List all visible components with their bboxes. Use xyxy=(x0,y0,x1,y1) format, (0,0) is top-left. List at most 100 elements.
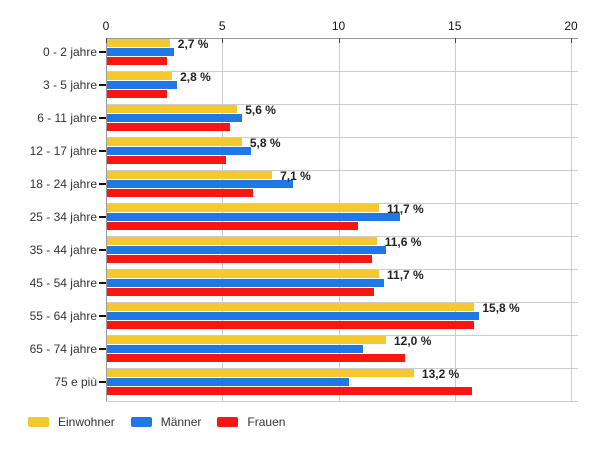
bar-m-nner xyxy=(107,81,177,89)
category-tick-mark xyxy=(99,381,106,383)
bar-value-label: 2,8 % xyxy=(180,70,211,84)
category-tick-mark xyxy=(99,249,106,251)
bar-m-nner xyxy=(107,48,175,56)
plot-top-border xyxy=(106,38,578,39)
legend-label-einwohner: Einwohner xyxy=(58,415,115,429)
gridline-vertical xyxy=(454,38,456,401)
row-separator xyxy=(106,137,578,138)
bar-frauen xyxy=(107,123,231,131)
bar-value-label: 13,2 % xyxy=(421,367,460,381)
row-separator xyxy=(106,203,578,204)
category-label: 6 - 11 jahre xyxy=(37,111,97,125)
category-label: 12 - 17 jahre xyxy=(29,144,97,158)
bar-value-label: 11,7 % xyxy=(387,268,424,282)
row-separator xyxy=(106,104,578,105)
bar-einwohner xyxy=(107,204,380,212)
x-axis-tick-mark xyxy=(338,38,340,43)
bar-frauen xyxy=(107,321,475,329)
bar-value-label: 7,1 % xyxy=(280,169,311,183)
row-separator xyxy=(106,368,578,369)
gridline-vertical xyxy=(571,38,572,401)
legend-item-einwohner: Einwohner xyxy=(28,415,115,429)
x-axis-tick-mark xyxy=(222,38,224,43)
category-label: 55 - 64 jahre xyxy=(29,309,97,323)
bar-value-label: 5,8 % xyxy=(249,136,281,150)
x-axis-tick-label: 0 xyxy=(102,19,110,33)
category-label: 65 - 74 jahre xyxy=(29,342,97,356)
bar-frauen xyxy=(107,222,359,230)
legend-label-maenner: Männer xyxy=(160,415,202,429)
bar-einwohner xyxy=(107,39,170,47)
bar-m-nner xyxy=(107,312,479,320)
bar-einwohner xyxy=(107,105,238,113)
einwohner-swatch-icon xyxy=(28,417,49,427)
row-separator xyxy=(106,170,578,171)
bar-einwohner xyxy=(107,138,242,146)
bar-frauen xyxy=(107,57,168,65)
bar-einwohner xyxy=(107,369,414,377)
bar-m-nner xyxy=(107,147,252,155)
bar-value-label: 11,6 % xyxy=(384,235,422,249)
bar-frauen xyxy=(107,90,168,98)
row-separator xyxy=(106,401,578,402)
legend-item-maenner: Männer xyxy=(130,415,202,429)
bar-m-nner xyxy=(107,180,293,188)
bar-frauen xyxy=(107,288,375,296)
bar-frauen xyxy=(107,354,405,362)
category-tick-mark xyxy=(99,117,106,119)
row-separator xyxy=(106,236,578,237)
category-label: 35 - 44 jahre xyxy=(29,243,97,257)
bar-value-label: 12,0 % xyxy=(394,334,432,348)
bar-m-nner xyxy=(107,213,400,221)
category-tick-mark xyxy=(99,216,106,218)
chart-legend: Einwohner Männer Frauen xyxy=(28,415,285,429)
x-axis-tick-mark xyxy=(106,38,107,43)
category-tick-mark xyxy=(99,84,106,86)
row-separator xyxy=(106,335,578,336)
bar-frauen xyxy=(107,156,226,164)
x-axis-tick-label: 10 xyxy=(331,19,346,33)
category-tick-mark xyxy=(99,51,106,53)
category-label: 0 - 2 jahre xyxy=(42,45,97,59)
bar-einwohner xyxy=(107,270,380,278)
legend-label-frauen: Frauen xyxy=(247,415,286,429)
bar-frauen xyxy=(107,189,254,197)
bar-value-label: 5,6 % xyxy=(245,103,276,117)
category-tick-mark xyxy=(99,315,106,317)
bar-einwohner xyxy=(107,171,273,179)
x-axis-tick-mark xyxy=(571,38,572,43)
y-axis-line xyxy=(106,38,107,401)
bar-m-nner xyxy=(107,279,384,287)
category-tick-mark xyxy=(99,282,106,284)
x-axis-tick-mark xyxy=(454,38,456,43)
x-axis-tick-label: 15 xyxy=(448,19,462,33)
bar-value-label: 2,7 % xyxy=(177,37,209,51)
bar-value-label: 15,8 % xyxy=(482,301,520,315)
legend-item-frauen: Frauen xyxy=(217,415,285,429)
bar-m-nner xyxy=(107,246,386,254)
category-label: 45 - 54 jahre xyxy=(29,276,97,290)
category-label: 75 e più xyxy=(54,375,97,389)
category-tick-mark xyxy=(99,150,106,152)
category-label: 18 - 24 jahre xyxy=(29,177,97,191)
bar-m-nner xyxy=(107,114,242,122)
x-axis-tick-label: 5 xyxy=(218,19,226,33)
frauen-swatch-icon xyxy=(217,417,239,427)
bar-einwohner xyxy=(107,237,377,245)
bar-value-label: 11,7 % xyxy=(387,202,424,216)
category-tick-mark xyxy=(99,348,106,350)
bar-einwohner xyxy=(107,303,475,311)
x-axis-tick-label: 20 xyxy=(564,19,578,33)
category-label: 3 - 5 jahre xyxy=(42,78,97,92)
bar-frauen xyxy=(107,387,473,395)
row-separator xyxy=(106,269,578,270)
maenner-swatch-icon xyxy=(130,417,152,427)
bar-einwohner xyxy=(107,336,386,344)
row-separator xyxy=(106,302,578,303)
row-separator xyxy=(106,71,578,72)
bar-m-nner xyxy=(107,345,363,353)
category-label: 25 - 34 jahre xyxy=(29,210,97,224)
bar-m-nner xyxy=(107,378,349,386)
bar-einwohner xyxy=(107,72,173,80)
